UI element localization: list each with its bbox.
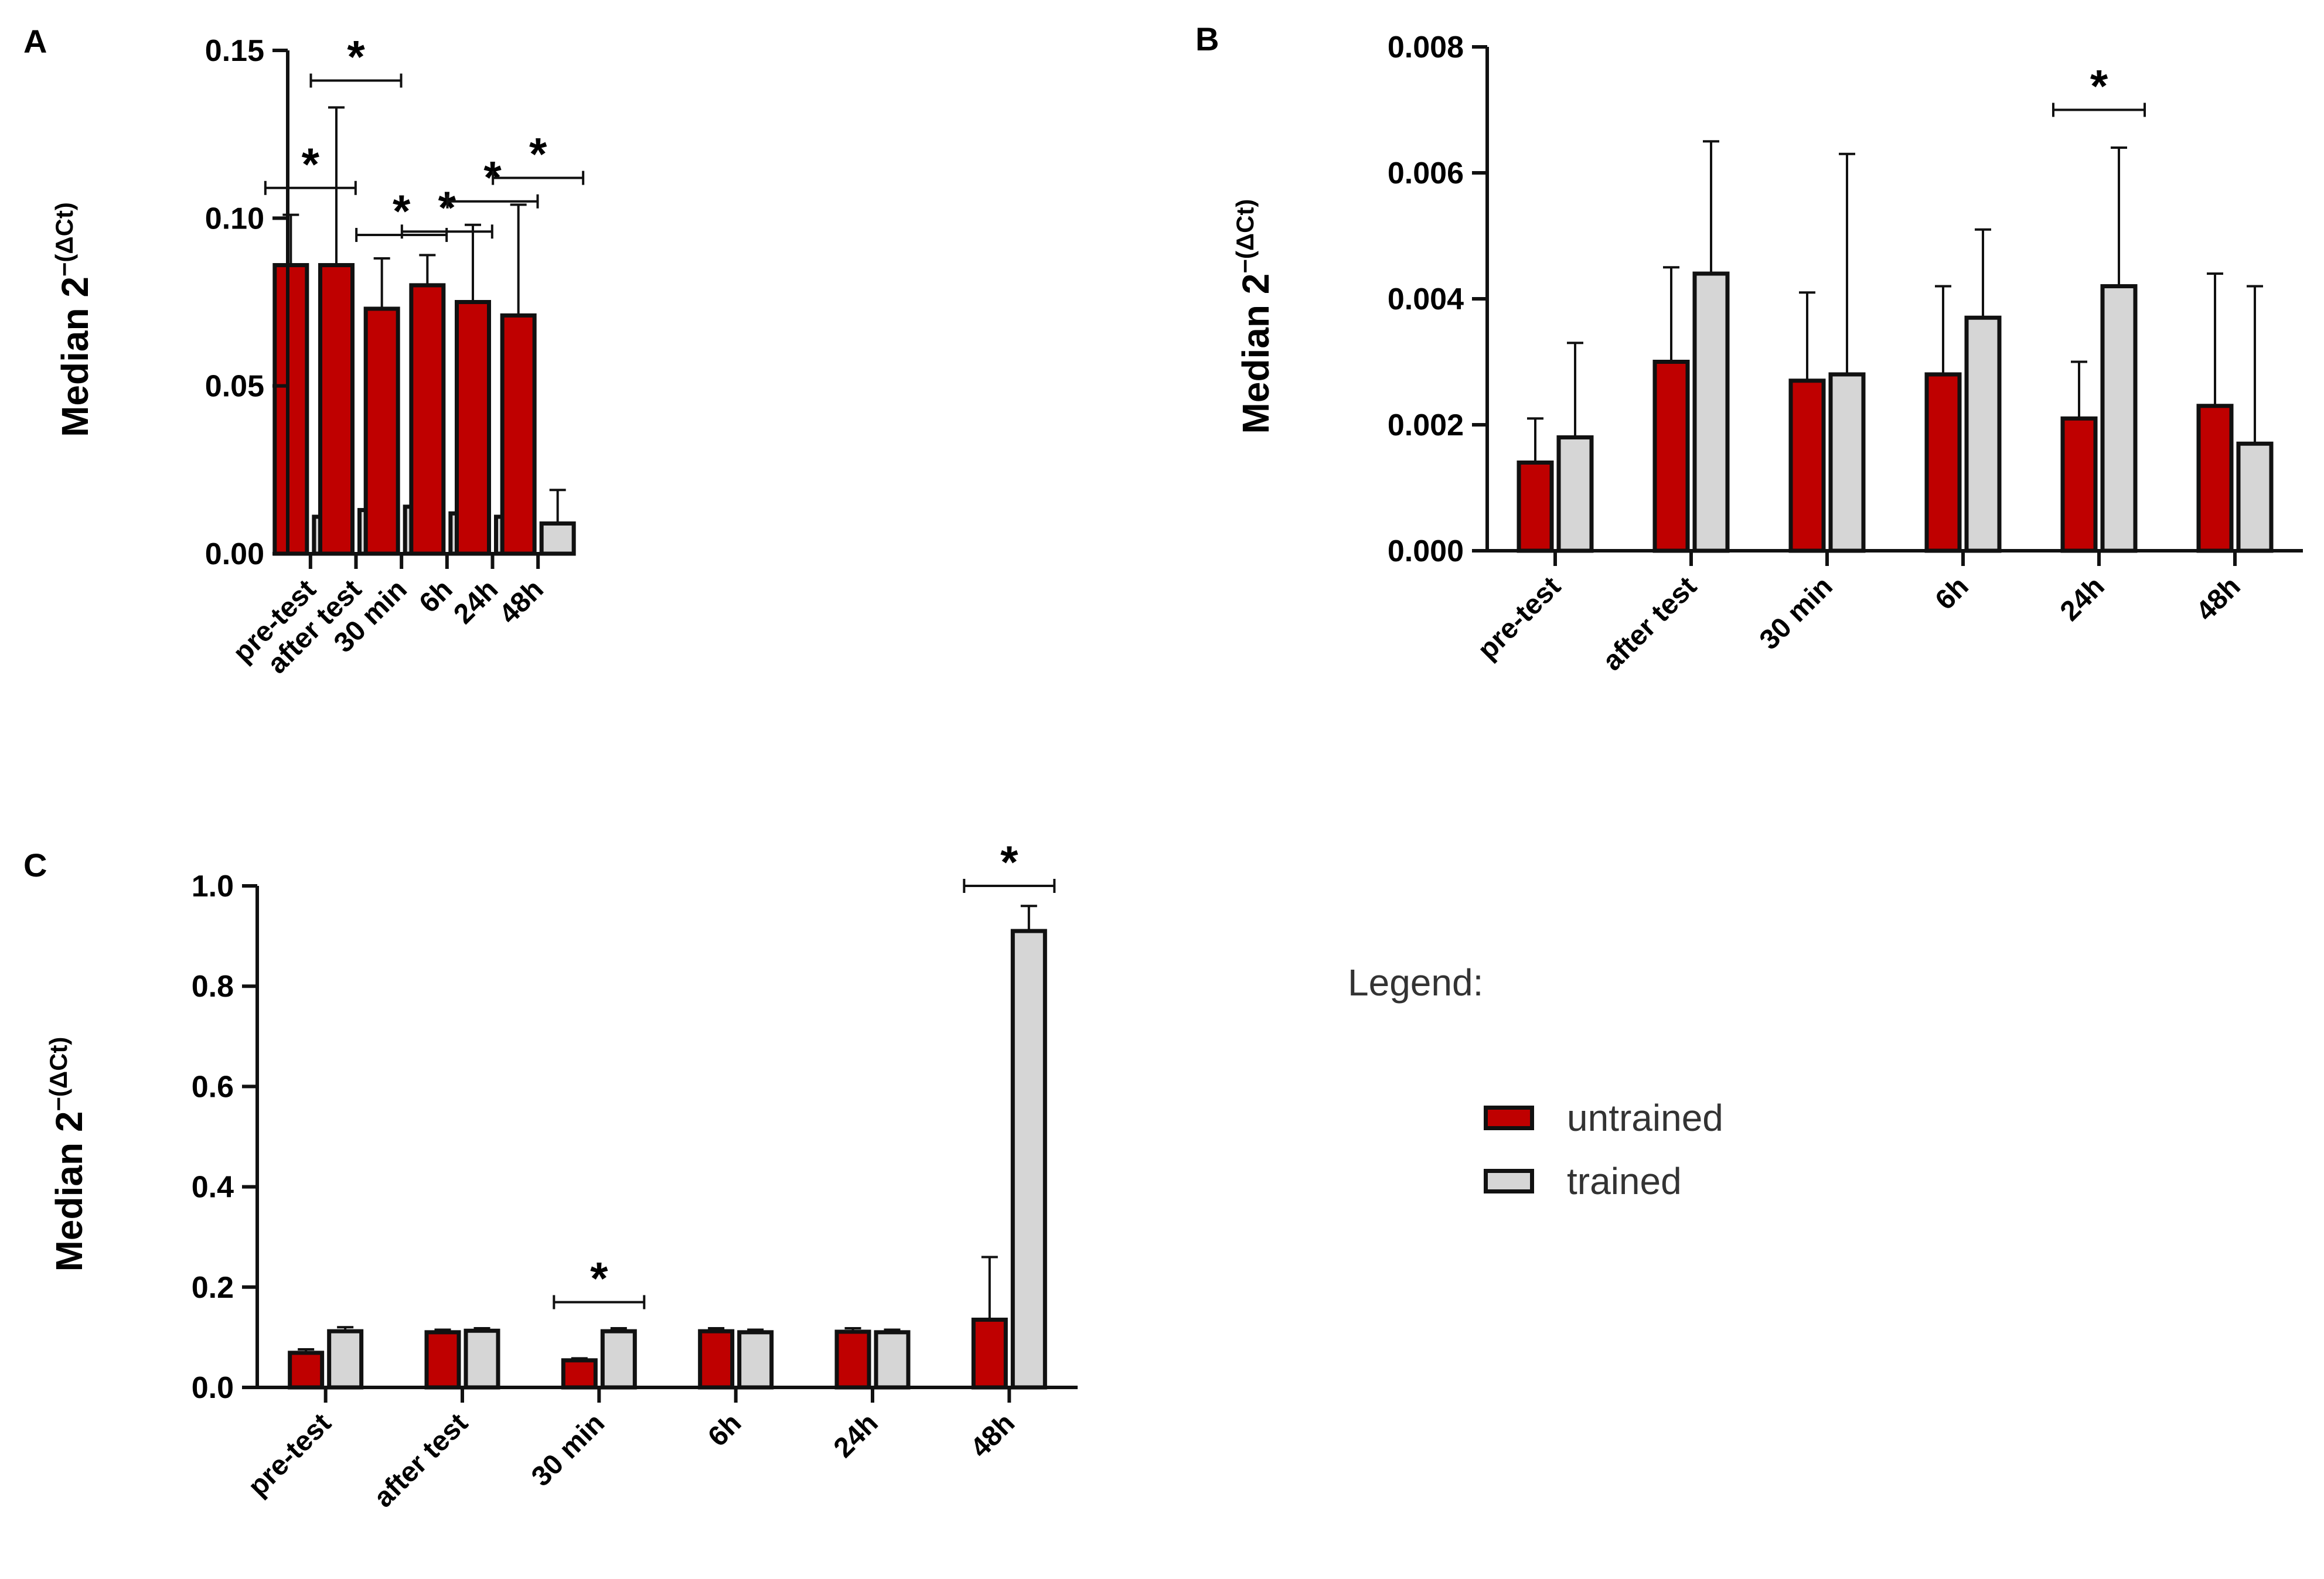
legend-label-trained: trained [1567,1160,1682,1202]
bar-untrained [424,1330,461,1390]
x-category-label: 48h [493,574,550,630]
bar-trained [1692,271,1730,553]
significance-star: * [302,138,320,190]
panel-c-chart: C 0.0 0.2 0.4 0.6 0.8 1.0 pre-test after test 30 … [23,836,1078,1513]
legend-item-untrained: untrained [1484,1086,1723,1150]
y-axis-label: Median 2−(ΔCt) [1231,199,1277,434]
bar-trained [1556,435,1594,553]
y-axis-label-superscript: −(ΔCt) [50,202,78,277]
bar-untrained [363,306,400,556]
significance-star: * [347,31,365,83]
y-axis-label-superscript: −(ΔCt) [1231,199,1259,274]
y-axis-label-main: Median 2 [48,1111,90,1272]
y-tick-label: 0.008 [1388,30,1464,64]
bar-trained [2236,441,2274,553]
x-category-label: 48h [965,1407,1021,1464]
y-tick-label: 0.15 [205,34,264,68]
x-category-label: pre-test [242,1407,337,1502]
y-tick-label: 0.05 [205,370,264,404]
bar-trained [1964,315,2002,553]
bar-untrained [971,1317,1008,1390]
significance-star: * [529,128,547,180]
x-category-label: 24h [448,574,504,630]
panel-letter: A [23,23,47,60]
significance-star: * [2090,60,2108,112]
bar-untrained [1924,372,1962,553]
bar-trained [539,521,576,556]
y-axis-label-superscript: −(ΔCt) [45,1037,72,1111]
y-tick-label: 0.10 [205,202,264,236]
x-category-label: after test [1597,571,1703,677]
bar-untrained [834,1329,871,1390]
y-axis-label-main: Median 2 [1235,274,1277,434]
y-tick-label: 1.0 [192,869,234,903]
bar-trained [2100,284,2138,553]
bar-trained [737,1330,774,1390]
panel-letter: C [23,847,47,884]
y-tick-label: 0.6 [192,1070,234,1104]
y-tick-label: 0.000 [1388,534,1464,568]
panel-letter: B [1195,21,1219,57]
significance-star: * [590,1252,608,1304]
panel-b-chart: B 0.000 0.002 0.004 0.006 0.008 pre-test after … [1195,21,2303,677]
bar-untrained [318,263,355,556]
y-tick-label: 0.4 [192,1171,234,1205]
bar-untrained [2060,416,2098,553]
bar-untrained [1517,461,1554,553]
x-category-label: pre-test [1472,571,1567,666]
x-category-label: 48h [2190,571,2247,627]
bar-untrained [455,300,491,556]
bar-untrained [288,1350,325,1390]
x-category-label: 6h [702,1407,747,1452]
x-category-label: 30 min [526,1407,611,1492]
bar-untrained [409,283,446,556]
bar-untrained [272,263,309,556]
y-axis-label-main: Median 2 [54,277,96,437]
significance-star: * [1000,836,1018,888]
legend-swatch-untrained [1484,1106,1534,1130]
legend-label-untrained: untrained [1567,1097,1723,1139]
bar-trained [464,1328,500,1390]
y-tick-label: 0.0 [192,1371,234,1405]
legend: Legend: untrained trained [1348,961,1723,1213]
y-axis-label: Median 2−(ΔCt) [50,202,96,437]
x-category-label: 30 min [1754,571,1839,656]
x-category-label: after test [368,1407,474,1513]
bar-untrained [698,1329,735,1390]
y-tick-label: 0.006 [1388,156,1464,190]
bar-untrained [1652,360,1690,553]
legend-item-trained: trained [1484,1150,1723,1213]
bar-untrained [561,1358,598,1390]
bar-untrained [1788,378,1826,553]
x-category-label: 24h [2054,571,2111,627]
bar-untrained [500,313,537,556]
bar-untrained [2196,404,2234,553]
y-tick-label: 0.004 [1388,282,1464,316]
y-tick-label: 0.8 [192,970,234,1004]
x-category-label: 6h [1930,571,1975,616]
bar-trained [1010,929,1047,1390]
x-category-label: 24h [828,1407,884,1464]
bar-trained [327,1329,364,1390]
legend-swatch-trained [1484,1169,1534,1193]
bar-trained [874,1330,911,1390]
y-tick-label: 0.00 [205,537,264,571]
bar-trained [600,1329,637,1390]
y-tick-label: 0.002 [1388,408,1464,442]
y-axis-label: Median 2−(ΔCt) [45,1037,90,1272]
y-tick-label: 0.2 [192,1271,234,1305]
legend-title: Legend: [1348,961,1484,1004]
bar-trained [1828,372,1866,553]
